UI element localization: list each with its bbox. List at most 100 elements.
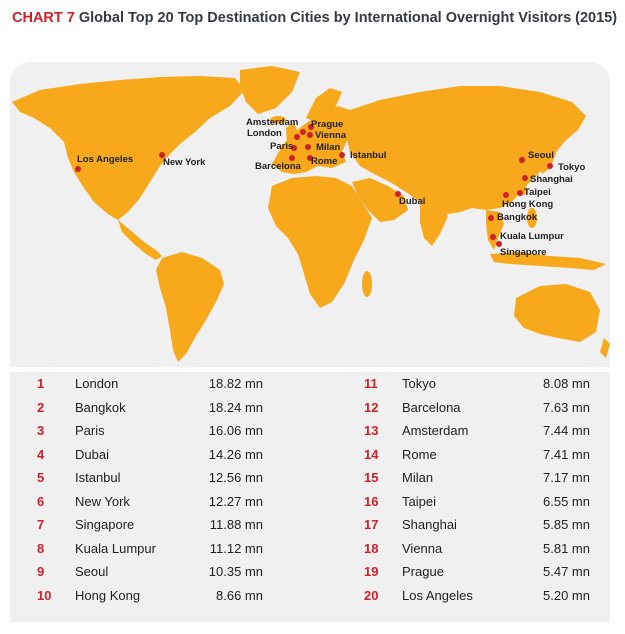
table-row: 2 Bangkok 18.24 mn xyxy=(37,400,277,424)
rank-number: 17 xyxy=(364,517,379,532)
marker-vienna[interactable] xyxy=(307,132,313,138)
rank-number: 14 xyxy=(364,446,379,462)
city-label-hong-kong: Hong Kong xyxy=(502,199,554,210)
rank-number: 6 xyxy=(37,493,45,509)
city-label-los-angeles: Los Angeles xyxy=(77,154,134,165)
visitor-count: 8.66 mn xyxy=(216,587,263,603)
table-row: 4 Dubai 14.26 mn xyxy=(37,447,277,471)
city-label-amsterdam: Amsterdam xyxy=(246,117,299,128)
rank-number: 15 xyxy=(364,470,379,485)
rank-number: 1 xyxy=(37,376,45,391)
city-name: Barcelona xyxy=(402,399,461,415)
city-name: Shanghai xyxy=(402,517,457,532)
table-row: 20 Los Angeles 5.20 mn xyxy=(364,588,604,612)
city-label-istanbul: Istanbul xyxy=(350,150,387,161)
visitor-count: 10.35 mn xyxy=(208,564,263,579)
rank-number: 2 xyxy=(37,399,45,415)
city-name: New York xyxy=(75,493,130,509)
rank-number: 5 xyxy=(37,470,45,485)
table-row: 15 Milan 7.17 mn xyxy=(364,470,604,494)
table-row: 9 Seoul 10.35 mn xyxy=(37,564,277,588)
rank-number: 3 xyxy=(37,423,45,438)
world-map-land xyxy=(12,66,610,362)
city-name: Paris xyxy=(75,423,105,438)
chart-title-text: Global Top 20 Top Destination Cities by … xyxy=(78,10,618,26)
city-name: Dubai xyxy=(75,446,109,462)
visitor-count: 16.06 mn xyxy=(208,423,263,438)
city-name: Milan xyxy=(402,470,434,485)
rank-number: 20 xyxy=(364,587,379,603)
city-label-milan: Milan xyxy=(316,142,341,153)
rank-number: 16 xyxy=(364,493,379,509)
rank-number: 4 xyxy=(37,446,45,462)
table-row: 18 Vienna 5.81 mn xyxy=(364,541,604,565)
marker-new-york[interactable] xyxy=(159,152,165,158)
city-label-london: London xyxy=(247,128,282,139)
city-label-prague: Prague xyxy=(311,119,344,130)
marker-barcelona[interactable] xyxy=(289,155,295,161)
marker-los-angeles[interactable] xyxy=(75,166,81,172)
visitor-count: 5.85 mn xyxy=(543,517,590,532)
table-row: 19 Prague 5.47 mn xyxy=(364,564,604,588)
marker-istanbul[interactable] xyxy=(339,152,345,158)
marker-hong-kong[interactable] xyxy=(503,192,509,198)
city-label-barcelona: Barcelona xyxy=(255,161,301,172)
marker-shanghai[interactable] xyxy=(522,175,528,181)
rank-number: 11 xyxy=(364,376,378,391)
chart-title: CHART 7 Global Top 20 Top Destination Ci… xyxy=(12,10,617,26)
city-label-bangkok: Bangkok xyxy=(497,212,538,223)
table-row: 1 London 18.82 mn xyxy=(37,376,277,400)
marker-london[interactable] xyxy=(294,134,300,140)
visitor-count: 8.08 mn xyxy=(543,376,590,391)
city-label-kuala-lumpur: Kuala Lumpur xyxy=(500,231,564,242)
city-name: Amsterdam xyxy=(402,423,469,438)
city-name: Taipei xyxy=(402,493,436,509)
city-label-rome: Rome xyxy=(311,156,338,167)
marker-seoul[interactable] xyxy=(519,157,525,163)
visitor-count: 7.17 mn xyxy=(543,470,590,485)
city-name: Bangkok xyxy=(75,399,126,415)
marker-kuala-lumpur[interactable] xyxy=(490,234,496,240)
marker-dubai[interactable] xyxy=(395,191,401,197)
marker-taipei[interactable] xyxy=(517,190,523,196)
marker-paris[interactable] xyxy=(291,145,297,151)
visitor-count: 6.55 mn xyxy=(543,493,590,509)
visitor-count: 18.24 mn xyxy=(208,399,263,415)
city-name: Tokyo xyxy=(402,376,436,391)
table-row: 7 Singapore 11.88 mn xyxy=(37,517,277,541)
table-row: 13 Amsterdam 7.44 mn xyxy=(364,423,604,447)
marker-prague[interactable] xyxy=(308,124,314,130)
city-label-new-york: New York xyxy=(163,157,206,168)
city-name: Hong Kong xyxy=(75,587,141,603)
visitor-count: 7.41 mn xyxy=(543,446,590,462)
city-label-tokyo: Tokyo xyxy=(558,162,586,173)
city-label-dubai: Dubai xyxy=(399,196,426,207)
visitor-count: 14.26 mn xyxy=(208,446,263,462)
visitor-count: 5.47 mn xyxy=(543,564,590,579)
marker-tokyo[interactable] xyxy=(547,163,553,169)
city-label-seoul: Seoul xyxy=(528,150,554,161)
marker-bangkok[interactable] xyxy=(488,215,494,221)
table-row: 10 Hong Kong 8.66 mn xyxy=(37,588,277,612)
city-label-taipei: Taipei xyxy=(524,187,551,198)
table-row: 14 Rome 7.41 mn xyxy=(364,447,604,471)
rank-number: 19 xyxy=(364,564,379,579)
table-row: 17 Shanghai 5.85 mn xyxy=(364,517,604,541)
city-name: Singapore xyxy=(75,517,135,532)
city-label-shanghai: Shanghai xyxy=(530,174,573,185)
rank-number: 13 xyxy=(364,423,379,438)
marker-amsterdam[interactable] xyxy=(300,129,306,135)
rankings-table: 1 London 18.82 mn 2 Bangkok 18.24 mn 3 Paris 16.… xyxy=(10,372,610,622)
table-row: 11 Tokyo 8.08 mn xyxy=(364,376,604,400)
visitor-count: 5.81 mn xyxy=(543,540,590,556)
marker-milan[interactable] xyxy=(305,144,311,150)
rank-number: 10 xyxy=(37,587,52,603)
visitor-count: 12.27 mn xyxy=(208,493,263,509)
city-name: Rome xyxy=(402,446,437,462)
city-name: Los Angeles xyxy=(402,587,473,603)
visitor-count: 18.82 mn xyxy=(208,376,263,391)
rank-number: 18 xyxy=(364,540,379,556)
marker-singapore[interactable] xyxy=(496,241,502,247)
table-row: 3 Paris 16.06 mn xyxy=(37,423,277,447)
marker-rome[interactable] xyxy=(307,155,313,161)
